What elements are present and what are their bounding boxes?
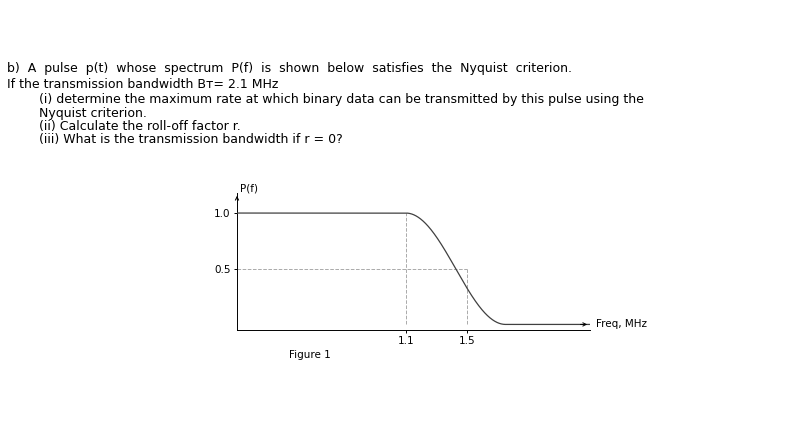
Text: Freq, MHz: Freq, MHz (596, 319, 647, 329)
Text: Figure 1: Figure 1 (289, 350, 331, 360)
Text: If the transmission bandwidth Bᴛ= 2.1 MHz: If the transmission bandwidth Bᴛ= 2.1 MH… (7, 78, 279, 91)
Text: (i) determine the maximum rate at which binary data can be transmitted by this p: (i) determine the maximum rate at which … (7, 93, 644, 106)
Text: P(f): P(f) (240, 183, 258, 193)
Text: Nyquist criterion.: Nyquist criterion. (7, 107, 147, 120)
Text: (ii) Calculate the roll-off factor r.: (ii) Calculate the roll-off factor r. (7, 120, 241, 133)
Text: (iii) What is the transmission bandwidth if r = 0?: (iii) What is the transmission bandwidth… (7, 133, 342, 146)
Text: b)  A  pulse  p(t)  whose  spectrum  P(f)  is  shown  below  satisfies  the  Nyq: b) A pulse p(t) whose spectrum P(f) is s… (7, 62, 572, 75)
